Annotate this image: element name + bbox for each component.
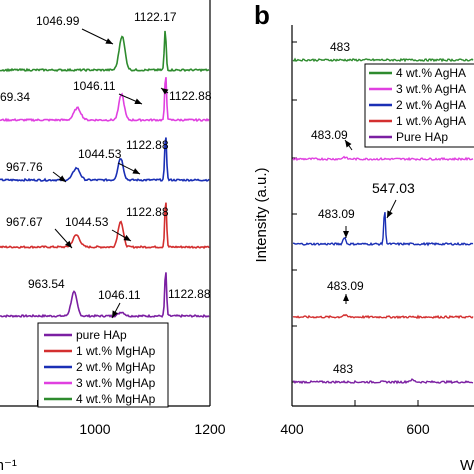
panel-b-arrow-1-0-head <box>343 294 349 301</box>
panel-a-arrow-2-0 <box>52 171 67 183</box>
panel-b-arrow-2-1 <box>386 199 397 219</box>
panel-a-arrow-4-0-head <box>105 38 113 44</box>
panel-b-arrow-3-0 <box>344 139 353 151</box>
panel-a-label-2-2: 1122.88 <box>126 138 169 152</box>
panel-a-arrow-1-0 <box>54 228 73 249</box>
panel-a-label-0-2: 1122.88 <box>168 287 211 301</box>
panel-a-label-3-2: 1122.88 <box>169 89 212 103</box>
panel-a-tick-label-1: 1200 <box>194 421 225 437</box>
panel-a-legend-label-0: pure HAp <box>76 328 127 342</box>
panel-a-arrow-3-1 <box>118 93 143 105</box>
panel-a-label-2-0: 967.76 <box>6 160 43 174</box>
panel-b-panel-label: b <box>254 0 270 30</box>
panel-a-label-0-1: 1046.11 <box>98 288 141 302</box>
panel-b-tick-label-0: 400 <box>280 421 304 437</box>
panel-b-label-1-0: 483.09 <box>327 279 364 293</box>
panel-b-legend-label-0: 4 wt.% AgHA <box>396 66 466 80</box>
panel-b-arrow-1-0 <box>343 294 349 304</box>
panel-b-y-axis-label: Intensity (a.u.) <box>253 167 270 262</box>
panel-a-label-3-0: 69.34 <box>0 90 30 104</box>
panel-b-series-3 <box>292 155 474 162</box>
panel-b-label-2-0: 483.09 <box>318 207 355 221</box>
panel-a-arrow-3-2 <box>160 87 169 95</box>
panel-a-arrow-4-0 <box>81 28 114 45</box>
panel-a-series-0 <box>0 272 210 319</box>
panel-a-arrow-0-1 <box>111 302 121 319</box>
panel-b-series-0 <box>292 378 474 385</box>
panel-b-label-4-0: 483 <box>330 40 350 54</box>
panel-b-series-1 <box>292 313 474 320</box>
panel-a-arrow-2-1-head <box>132 168 140 174</box>
panel-a-legend-label-2: 2 wt.% MgHAp <box>76 360 156 374</box>
panel-a-series-4 <box>0 30 210 73</box>
panel-b-arrow-2-0 <box>343 226 349 238</box>
panel-b-legend: 4 wt.% AgHA 3 wt.% AgHA 2 wt.% AgHA 1 wt.% … <box>364 63 474 148</box>
panel-a-arrow-1-1 <box>111 229 132 242</box>
panel-a-label-3-1: 1046.11 <box>73 79 116 93</box>
panel-a-label-4-0: 1046.99 <box>36 14 80 28</box>
panel-a-label-0-0: 963.54 <box>28 277 65 291</box>
panel-b-legend-label-4: Pure HAp <box>396 130 448 144</box>
panel-b-tick-label-1: 600 <box>406 421 430 437</box>
panel-a-legend-box <box>37 322 169 408</box>
panel-a-label-1-2: 1122.88 <box>126 205 169 219</box>
panel-a-arrow-3-2-head <box>161 88 169 95</box>
panel-b-label-2-1: 547.03 <box>372 180 415 196</box>
panel-b-arrow-2-0-head <box>343 231 349 238</box>
panel-a-legend-label-1: 1 wt.% MgHAp <box>76 344 156 358</box>
panel-a-legend-label-3: 3 wt.% MgHAp <box>76 376 156 390</box>
panel-a-tick-label-0: 1000 <box>79 421 110 437</box>
panel-a-x-axis-label: cm⁻¹ <box>0 457 17 474</box>
panel-a-label-4-1: 1122.17 <box>134 10 177 24</box>
panel-b-legend-label-1: 3 wt.% AgHA <box>396 82 466 96</box>
panel-a-legend-label-4: 4 wt.% MgHAp <box>76 392 156 406</box>
panel-a-arrow-2-1 <box>117 162 141 175</box>
panel-a-arrow-1-0-head <box>65 240 72 248</box>
panel-b-legend-label-2: 2 wt.% AgHA <box>396 98 466 112</box>
panel-b-x-axis-label: W <box>460 457 474 474</box>
panel-b-label-3-0: 483.09 <box>311 128 348 142</box>
panel-a-series-2 <box>0 137 210 183</box>
panel-b-arrow-2-1-head <box>387 210 393 218</box>
panel-b-legend-label-3: 1 wt.% AgHA <box>396 114 466 128</box>
panel-b-label-0-0: 483 <box>333 362 353 376</box>
panel-a-series-1 <box>0 202 210 250</box>
panel-b-series-2 <box>292 211 474 247</box>
panel-a-label-2-1: 1044.53 <box>78 147 122 161</box>
panel-b-series-4 <box>292 57 474 63</box>
panel-a-arrow-3-1-head <box>134 98 142 104</box>
panel-a-arrow-0-1-head <box>112 310 118 318</box>
panel-b-arrow-3-0-head <box>345 140 352 148</box>
panel-a-label-1-0: 967.67 <box>6 215 43 229</box>
panel-a-label-1-1: 1044.53 <box>65 215 109 229</box>
panel-a-series-3 <box>0 77 210 123</box>
panel-a-arrow-1-1-head <box>123 234 131 241</box>
panel-a-arrow-2-0-head <box>58 175 66 182</box>
panel-a-legend: pure HAp 1 wt.% MgHAp 2 wt.% MgHAp 3 wt.% M… <box>37 322 169 408</box>
